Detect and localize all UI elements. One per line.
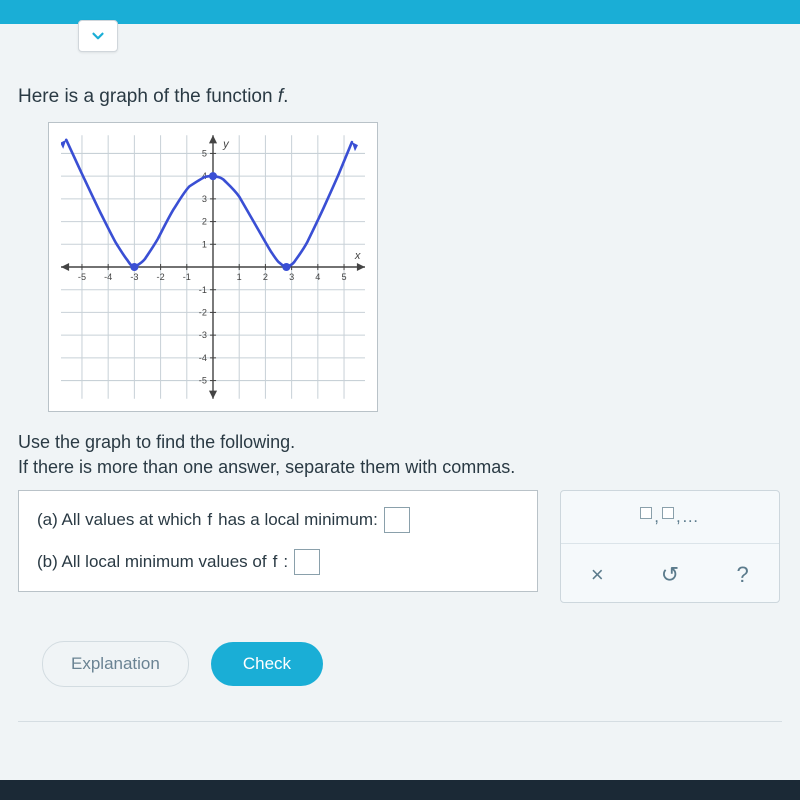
svg-text:-1: -1	[183, 272, 191, 282]
question-b: (b) All local minimum values of f :	[37, 549, 519, 575]
qa-b-fn: f	[273, 552, 278, 572]
separator	[18, 721, 782, 722]
svg-text:2: 2	[202, 217, 207, 227]
top-bar	[0, 0, 800, 24]
reset-button[interactable]: ↺	[653, 558, 687, 592]
clear-button[interactable]: ×	[580, 558, 614, 592]
answer-input-b[interactable]	[294, 549, 320, 575]
svg-text:3: 3	[202, 194, 207, 204]
qa-a-prefix: (a) All values at which	[37, 510, 201, 530]
svg-text:1: 1	[237, 272, 242, 282]
svg-text:2: 2	[263, 272, 268, 282]
svg-text:-1: -1	[199, 285, 207, 295]
reset-icon: ↺	[661, 562, 679, 588]
svg-text:-3: -3	[130, 272, 138, 282]
instructions: Use the graph to find the following. If …	[18, 430, 782, 480]
svg-text:5: 5	[341, 272, 346, 282]
footer-buttons: Explanation Check	[18, 641, 782, 687]
svg-text:1: 1	[202, 239, 207, 249]
placeholder-box-icon	[662, 507, 674, 519]
graph-svg: -5-5-4-4-3-3-2-2-1-11122334455yx	[61, 135, 365, 399]
answer-input-a[interactable]	[384, 507, 410, 533]
help-icon: ?	[737, 562, 749, 588]
svg-text:x: x	[354, 250, 361, 262]
qa-b-suffix: :	[283, 552, 288, 572]
help-button[interactable]: ?	[726, 558, 760, 592]
instructions-line2: If there is more than one answer, separa…	[18, 457, 515, 477]
taskbar	[0, 780, 800, 800]
qa-b-prefix: (b) All local minimum values of	[37, 552, 267, 572]
svg-text:-4: -4	[199, 353, 207, 363]
check-button[interactable]: Check	[211, 642, 323, 686]
dropdown-toggle[interactable]	[78, 20, 118, 52]
x-icon: ×	[591, 562, 604, 588]
svg-text:3: 3	[289, 272, 294, 282]
ellipsis: …	[682, 507, 700, 527]
prompt-text: Here is a graph of the function f.	[18, 86, 782, 108]
question-a: (a) All values at which f has a local mi…	[37, 507, 519, 533]
svg-text:-5: -5	[199, 376, 207, 386]
prompt-prefix: Here is a graph of the function	[18, 86, 278, 107]
qa-row: (a) All values at which f has a local mi…	[18, 490, 782, 603]
explanation-button[interactable]: Explanation	[42, 641, 189, 687]
svg-text:-2: -2	[199, 307, 207, 317]
chevron-down-icon	[89, 27, 107, 45]
prompt-end: .	[283, 86, 288, 107]
svg-text:-4: -4	[104, 272, 112, 282]
qa-a-suffix: has a local minimum:	[218, 510, 378, 530]
comma-sep: ,	[654, 507, 660, 527]
svg-text:-5: -5	[78, 272, 86, 282]
svg-text:-2: -2	[157, 272, 165, 282]
svg-text:y: y	[222, 138, 230, 150]
graph-panel: -5-5-4-4-3-3-2-2-1-11122334455yx	[48, 122, 378, 412]
tool-buttons-row: × ↺ ?	[561, 543, 779, 592]
svg-text:4: 4	[315, 272, 320, 282]
qa-a-fn: f	[207, 510, 212, 530]
svg-text:5: 5	[202, 148, 207, 158]
content-area: Here is a graph of the function f. -5 -5 -…	[0, 24, 800, 722]
instructions-line1: Use the graph to find the following.	[18, 432, 295, 452]
tool-panel: ,,… × ↺ ?	[560, 490, 780, 603]
tool-list-format[interactable]: ,,…	[561, 501, 779, 543]
questions-box: (a) All values at which f has a local mi…	[18, 490, 538, 592]
placeholder-box-icon	[640, 507, 652, 519]
svg-text:-3: -3	[199, 330, 207, 340]
